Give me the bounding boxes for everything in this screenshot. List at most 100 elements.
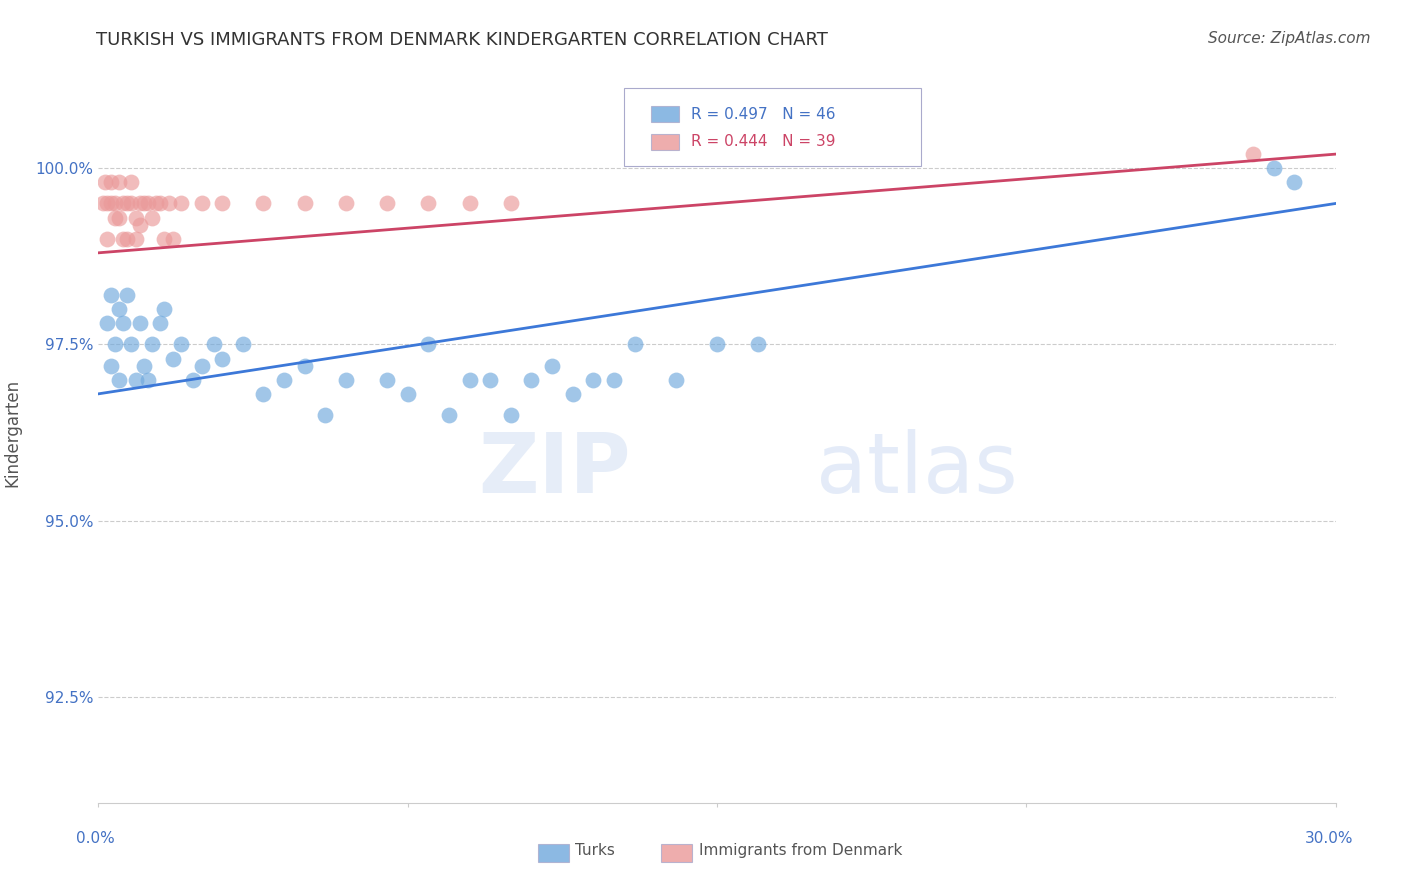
Point [145,196,167,211]
Point [437,408,460,422]
Point [273,373,295,387]
Point [1241,147,1264,161]
Point [665,373,688,387]
Point [112,316,135,330]
Text: Source: ZipAtlas.com: Source: ZipAtlas.com [1208,31,1371,46]
Point [93,175,115,189]
Point [112,232,135,246]
Point [375,196,398,211]
Point [190,359,212,373]
Point [108,302,131,317]
Point [120,175,142,189]
Point [1263,161,1285,176]
Point [141,337,163,351]
Point [458,373,481,387]
Point [153,232,176,246]
Point [561,387,583,401]
Text: 30.0%: 30.0% [1305,831,1353,846]
Point [124,232,146,246]
Point [104,196,127,211]
Point [136,373,159,387]
Bar [651,106,679,122]
Point [117,196,139,211]
Point [190,196,212,211]
Point [211,351,233,366]
Point [458,196,481,211]
Point [104,337,127,351]
Text: R = 0.497   N = 46: R = 0.497 N = 46 [692,107,835,122]
Point [603,373,626,387]
Point [375,373,398,387]
Y-axis label: Kindergarten: Kindergarten [4,378,21,487]
Point [623,337,645,351]
Point [582,373,605,387]
FancyBboxPatch shape [624,88,921,166]
Text: 0.0%: 0.0% [76,831,115,846]
Point [252,387,274,401]
Point [117,232,139,246]
Point [211,196,233,211]
Point [418,196,440,211]
Point [1284,175,1306,189]
Point [141,211,163,225]
Point [706,337,728,351]
Point [162,351,184,366]
Point [162,232,184,246]
Point [136,196,159,211]
Point [124,211,146,225]
Point [112,196,135,211]
Point [149,196,172,211]
Point [252,196,274,211]
Point [96,196,118,211]
Point [91,196,114,211]
Point [541,359,564,373]
Point [335,196,357,211]
Point [100,288,122,302]
Bar [537,844,568,862]
Point [335,373,357,387]
Point [314,408,336,422]
Point [100,359,122,373]
Point [747,337,769,351]
Point [294,196,316,211]
Point [108,211,131,225]
Point [132,196,155,211]
Point [104,211,127,225]
Text: TURKISH VS IMMIGRANTS FROM DENMARK KINDERGARTEN CORRELATION CHART: TURKISH VS IMMIGRANTS FROM DENMARK KINDE… [96,31,828,49]
Point [108,373,131,387]
Point [499,408,522,422]
Point [100,196,122,211]
Point [157,196,180,211]
Point [232,337,254,351]
Point [294,359,316,373]
Text: Immigrants from Denmark: Immigrants from Denmark [699,844,901,858]
Point [396,387,419,401]
Point [479,373,502,387]
Point [96,232,118,246]
Point [170,337,193,351]
Point [153,302,176,317]
Bar [661,844,692,862]
Point [96,316,118,330]
Point [149,316,172,330]
Point [120,337,142,351]
Text: Turks: Turks [575,844,614,858]
Point [499,196,522,211]
Bar [651,134,679,150]
Point [100,175,122,189]
Point [124,373,146,387]
Point [120,196,142,211]
Text: R = 0.444   N = 39: R = 0.444 N = 39 [692,134,835,149]
Point [418,337,440,351]
Point [117,288,139,302]
Point [128,196,150,211]
Point [108,175,131,189]
Point [181,373,204,387]
Point [202,337,225,351]
Point [132,359,155,373]
Point [128,316,150,330]
Text: ZIP: ZIP [478,429,630,510]
Point [520,373,543,387]
Text: atlas: atlas [815,429,1018,510]
Point [170,196,193,211]
